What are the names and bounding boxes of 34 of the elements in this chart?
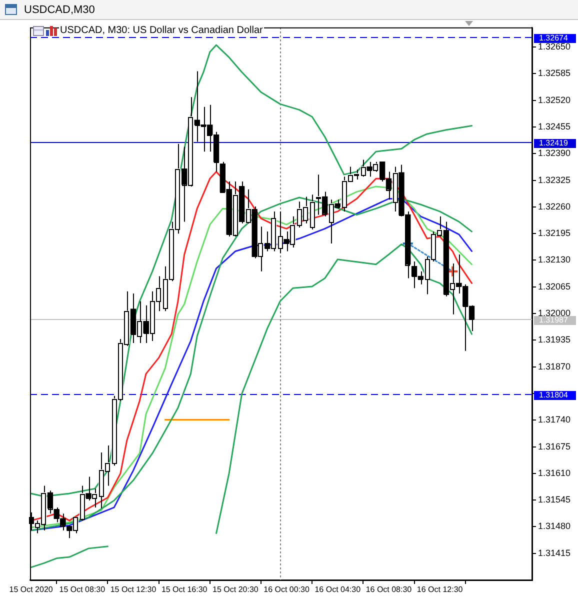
y-tick-label: 1.32390: [538, 148, 571, 158]
y-tick-label: 1.31480: [538, 521, 571, 532]
y-tick-label: 1.32195: [538, 228, 571, 238]
chart-subtitle: USDCAD, M30: US Dollar vs Canadian Dollar: [59, 25, 264, 36]
x-tick-label: 15 Oct 2020: [9, 585, 54, 594]
x-tick-label: 15 Oct 20:30: [212, 585, 259, 594]
y-tick-label: 1.32000: [538, 308, 571, 318]
ref-line-label: 1.32674: [539, 34, 568, 43]
y-tick-label: 1.31675: [538, 441, 571, 452]
y-tick-label: 1.31740: [538, 414, 571, 425]
y-tick-label: 1.32065: [538, 281, 571, 292]
x-tick-label: 16 Oct 08:30: [366, 585, 412, 594]
ref-line-label: 1.32419: [539, 138, 568, 148]
x-tick-label: 15 Oct 08:30: [59, 585, 106, 594]
x-tick-label: 16 Oct 00:30: [264, 585, 310, 594]
ref-line-label: 1.31987: [539, 316, 568, 325]
y-tick-label: 1.32585: [538, 68, 571, 78]
y-tick-label: 1.32455: [538, 122, 571, 132]
y-tick-label: 1.31870: [538, 361, 571, 372]
y-tick-label: 1.31935: [538, 334, 571, 345]
y-tick-label: 1.31415: [538, 548, 571, 558]
y-tick-label: 1.32650: [538, 42, 571, 52]
x-tick-label: 16 Oct 12:30: [416, 585, 464, 594]
y-tick-label: 1.32260: [538, 201, 571, 212]
x-tick-label: 16 Oct 04:30: [314, 585, 362, 594]
y-tick-label: 1.31545: [538, 494, 571, 505]
y-tick-label: 1.32520: [538, 94, 571, 105]
y-tick-label: 1.32130: [538, 254, 571, 265]
x-tick-label: 15 Oct 12:30: [110, 585, 157, 594]
x-tick-label: 15 Oct 16:30: [161, 585, 208, 594]
y-tick-label: 1.32325: [538, 174, 571, 185]
ref-line-label: 1.31804: [539, 390, 568, 400]
y-tick-label: 1.31610: [538, 468, 571, 478]
chart-title: USDCAD,M30: [24, 4, 95, 16]
